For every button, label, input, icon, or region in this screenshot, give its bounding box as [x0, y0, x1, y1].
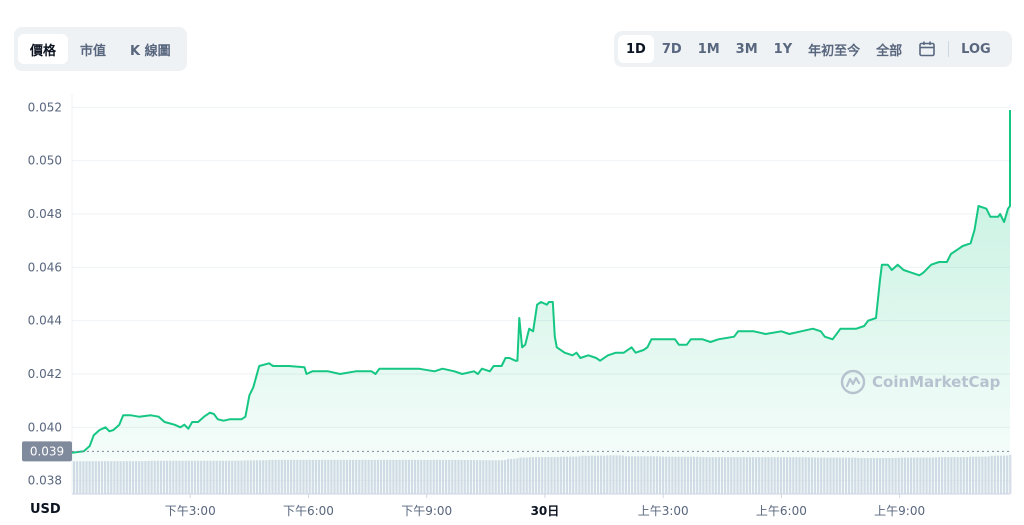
y-tick-label: 0.040 [28, 420, 62, 434]
y-tick-label: 0.052 [28, 100, 62, 114]
y-tick-label: 0.042 [28, 367, 62, 381]
y-tick-label: 0.046 [28, 260, 62, 274]
calendar-icon [919, 41, 935, 57]
log-scale-button[interactable]: LOG [961, 41, 991, 57]
y-tick-label: 0.044 [28, 314, 62, 328]
toolbar-divider [948, 41, 950, 57]
range-toggle: 1D 7D 1M 3M 1Y 年初至今 全部 LOG [614, 31, 1012, 67]
watermark-text: CoinMarketCap [872, 373, 1001, 391]
x-tick-label: 上午6:00 [756, 504, 807, 518]
range-tab-4[interactable]: 1Y [773, 41, 793, 57]
x-tick-label: 下午6:00 [283, 504, 334, 518]
open-price-badge [22, 441, 72, 462]
x-tick-label: 30日 [531, 504, 560, 518]
y-tick-label: 0.048 [28, 207, 62, 221]
range-tab-6[interactable]: 全部 [876, 43, 903, 59]
currency-label: USD [30, 502, 61, 517]
range-tab-2[interactable]: 1M [697, 41, 720, 57]
x-tick-label: 上午3:00 [638, 504, 689, 518]
coinmarketcap-logo-icon [840, 369, 866, 395]
x-tick-label: 下午9:00 [401, 504, 452, 518]
x-tick-label: 上午9:00 [874, 504, 925, 518]
view-tab-1[interactable]: 市值 [80, 43, 107, 59]
range-tab-1[interactable]: 7D [661, 41, 682, 57]
volume-bar [1009, 454, 1012, 494]
range-tab-0[interactable]: 1D [618, 35, 654, 63]
price-line [71, 110, 1011, 454]
view-toggle: 價格 市值 K 線圖 [14, 27, 187, 71]
view-tab-2[interactable]: K 線圖 [130, 43, 171, 59]
view-tab-0[interactable]: 價格 [18, 34, 69, 64]
x-tick-label: 下午3:00 [165, 504, 216, 518]
range-tab-3[interactable]: 3M [735, 41, 758, 57]
y-tick-label: 0.050 [28, 154, 62, 168]
open-price-label: 0.039 [30, 444, 64, 458]
range-tab-5[interactable]: 年初至今 [808, 43, 861, 59]
watermark: CoinMarketCap [840, 369, 1000, 395]
y-tick-label: 0.038 [28, 474, 62, 488]
calendar-button[interactable] [910, 35, 944, 63]
